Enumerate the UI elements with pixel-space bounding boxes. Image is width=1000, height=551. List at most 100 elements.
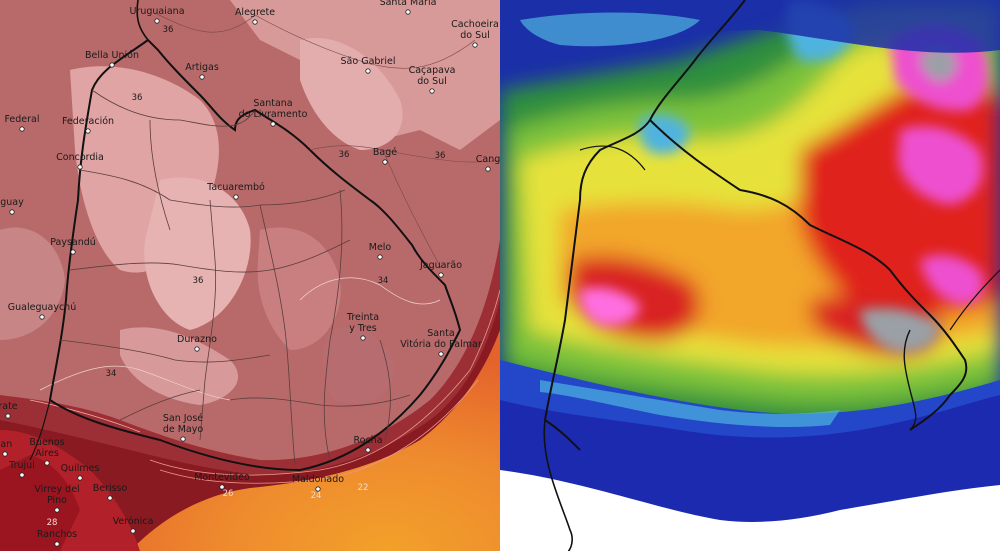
city-santa-maria: Santa Maria xyxy=(380,0,436,15)
city-z-rate: rate xyxy=(0,401,18,419)
city-label: Ranchos xyxy=(37,529,77,540)
city-label: Cang xyxy=(476,154,500,165)
city-durazno: Durazno xyxy=(177,334,217,352)
city-label: Caçapava xyxy=(409,65,456,76)
city-dot xyxy=(472,42,478,48)
city-concordia: Concordia xyxy=(56,152,104,170)
city-label: Tacuarembó xyxy=(206,182,265,193)
isotherm-label: 22 xyxy=(358,483,369,493)
city-bag-: Bagé xyxy=(373,147,397,165)
city-label: Berisso xyxy=(93,483,128,494)
temperature-zone xyxy=(144,177,251,330)
city-uruguaiana: Uruguaiana xyxy=(129,6,185,24)
river-line xyxy=(543,419,573,551)
city-dot xyxy=(85,128,91,134)
city-dot xyxy=(180,436,186,442)
city-label: Santana xyxy=(253,98,292,109)
temperature-zone xyxy=(257,227,341,350)
city-quilmes: Quilmes xyxy=(61,463,99,481)
city-label: Cachoeira xyxy=(451,19,499,30)
city-label: Buenos xyxy=(29,437,64,448)
city-label: Montevideo xyxy=(194,472,250,483)
city-label: Vitória do Palmar xyxy=(400,339,482,350)
isotherm-label: 36 xyxy=(193,276,204,286)
country-border xyxy=(949,269,1000,331)
city-label: rate xyxy=(0,401,18,412)
city-alegrete: Alegrete xyxy=(235,7,275,25)
city-dot xyxy=(2,451,8,457)
ocean-temperature xyxy=(130,330,500,551)
city-label: Federal xyxy=(4,114,39,125)
country-border xyxy=(903,329,917,431)
city-lan: lan xyxy=(0,439,12,457)
country-border xyxy=(649,119,968,431)
precip-band xyxy=(520,12,700,47)
isotherm-label: 36 xyxy=(435,151,446,161)
city-dot xyxy=(438,272,444,278)
city-label: Aires xyxy=(35,448,59,459)
temperature-zone xyxy=(323,327,395,404)
isotherm-label: 34 xyxy=(378,276,389,286)
isotherm-label: 36 xyxy=(132,93,143,103)
temperature-zone xyxy=(120,327,239,405)
isotherm-label: 28 xyxy=(47,518,58,528)
city-dot xyxy=(365,447,371,453)
city-label: San José xyxy=(163,413,203,424)
city-dot xyxy=(130,528,136,534)
city-ranchos: Ranchos xyxy=(37,529,77,547)
city-label: Federación xyxy=(62,116,114,127)
city-label: Durazno xyxy=(177,334,217,345)
river-line xyxy=(579,145,646,171)
city-dot xyxy=(405,9,411,15)
road-lines xyxy=(156,13,500,269)
isotherm-line xyxy=(159,379,479,484)
temperature-map: 36 36 36 36 36 34 34 26 24 22 28 Uruguaiana Alegret… xyxy=(0,0,500,551)
city-dot xyxy=(19,472,25,478)
city-label: guay xyxy=(0,197,24,208)
city-label: Concordia xyxy=(56,152,104,163)
city-dot xyxy=(5,413,11,419)
isotherm-label: 36 xyxy=(339,150,350,160)
isotherm-line xyxy=(39,365,231,401)
city-s-o-gabriel: São Gabriel xyxy=(341,56,395,74)
city-dot xyxy=(233,194,239,200)
isotherm-label: 34 xyxy=(106,369,117,379)
city-label: do Livramento xyxy=(239,109,308,120)
city-label: Verónica xyxy=(113,516,154,527)
river-line xyxy=(136,0,149,41)
city-dot xyxy=(9,209,15,215)
city-label: Virrey del xyxy=(34,484,79,495)
city-dot xyxy=(252,19,258,25)
city-dot xyxy=(19,126,25,132)
city-dot xyxy=(194,346,200,352)
city-dot xyxy=(154,18,160,24)
city-label: Jaguarão xyxy=(419,260,462,271)
city-label: Alegrete xyxy=(235,7,275,18)
city-canga-u: Cang xyxy=(476,154,500,172)
city-dot xyxy=(270,121,276,127)
city-guay: guay xyxy=(0,197,24,215)
city-federal: Federal xyxy=(4,114,40,132)
city-paysand-: Paysandú xyxy=(50,237,96,255)
city-label: lan xyxy=(0,439,12,450)
precipitation-map xyxy=(500,0,1000,551)
precipitation-map-panel xyxy=(500,0,1000,551)
country-border xyxy=(543,0,746,451)
city-dot xyxy=(438,351,444,357)
city-dot xyxy=(485,166,491,172)
city-label: Artigas xyxy=(185,62,219,73)
river-line xyxy=(29,399,51,461)
city-label: Melo xyxy=(369,242,392,253)
city-federaci-n: Federación xyxy=(62,116,114,134)
temperature-zone xyxy=(0,227,65,340)
city-dot xyxy=(39,314,45,320)
city-artigas: Artigas xyxy=(185,62,219,80)
city-tacuaremb-: Tacuarembó xyxy=(206,182,265,200)
